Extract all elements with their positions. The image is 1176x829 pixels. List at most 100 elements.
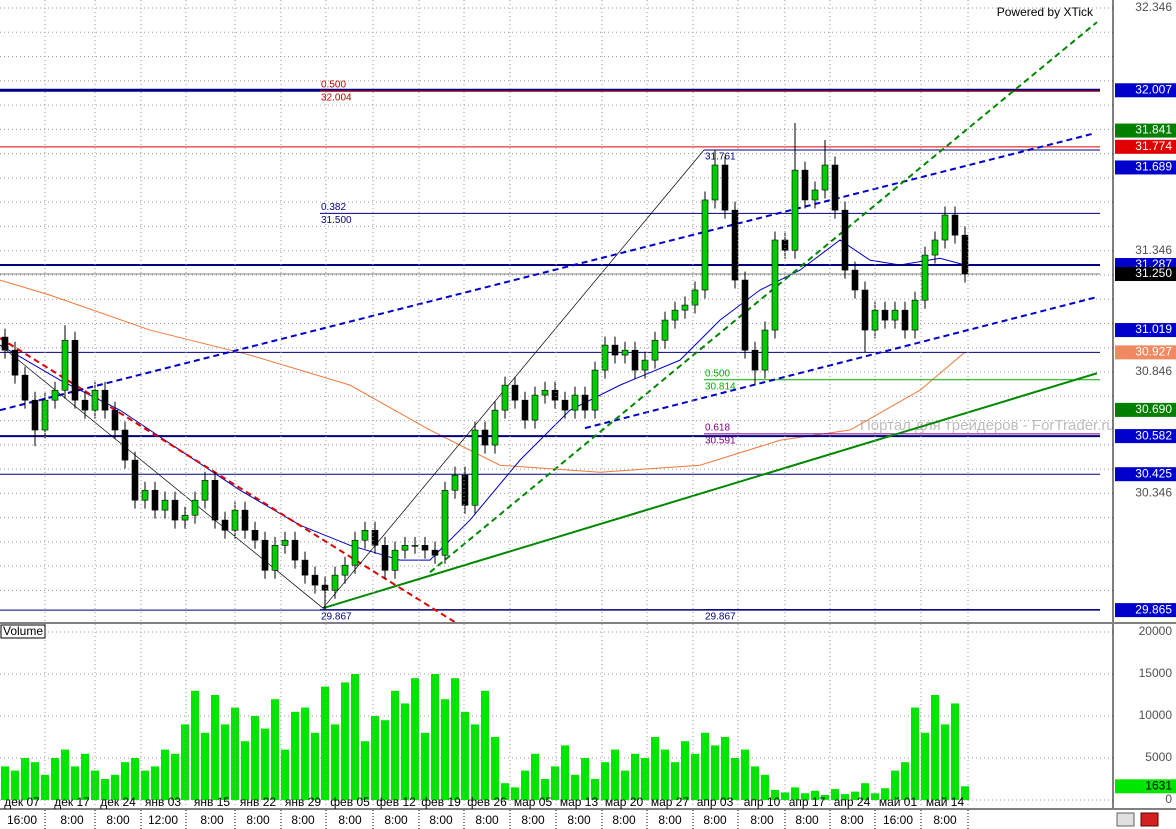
volume-last-box <box>1115 779 1176 794</box>
candle-body <box>901 309 909 331</box>
x-tick-label: мар 20 <box>605 795 644 809</box>
x-time-label: 8:00 <box>567 813 591 827</box>
volume-tick-label: 15000 <box>1139 666 1173 680</box>
volume-bar <box>331 724 339 800</box>
volume-bar <box>551 766 559 800</box>
candle-body <box>931 239 939 256</box>
candle-body <box>711 164 719 201</box>
icon-button[interactable] <box>1116 812 1135 827</box>
candle-body <box>331 574 339 591</box>
volume-bar <box>641 757 649 800</box>
trend-line <box>0 344 324 609</box>
candle-body <box>111 409 119 431</box>
candle-body <box>811 189 819 201</box>
y-tick-label: 30.846 <box>1135 364 1172 378</box>
volume-bar <box>1 766 9 800</box>
candle-body <box>911 299 919 331</box>
candle-body <box>121 429 129 461</box>
candle-body <box>151 489 159 511</box>
candle-body <box>681 304 689 311</box>
volume-bar <box>661 749 669 800</box>
volume-label-box <box>0 624 46 639</box>
volume-bar <box>581 757 589 800</box>
volume-bar <box>351 673 359 800</box>
x-time-label: 8:00 <box>658 813 682 827</box>
candle-body <box>351 539 359 566</box>
x-tick-label: янв 29 <box>285 795 322 809</box>
y-tick-label: 31.346 <box>1135 243 1172 257</box>
volume-bar <box>231 707 239 800</box>
candle-body <box>261 539 269 571</box>
candle-body <box>61 339 69 391</box>
x-tick-label: дек 17 <box>54 795 90 809</box>
volume-bar <box>851 791 859 800</box>
x-time-label: 8:00 <box>795 813 819 827</box>
candle-body <box>341 564 349 576</box>
x-tick-label: мар 13 <box>560 795 599 809</box>
x-time-label: 8:00 <box>429 813 453 827</box>
x-tick-label: дек 24 <box>100 795 136 809</box>
candle-body <box>51 389 59 401</box>
candle-body <box>951 214 959 236</box>
candle-body <box>431 549 439 556</box>
trend-line <box>429 21 1098 574</box>
volume-bar <box>831 789 839 800</box>
price-box <box>1115 345 1176 360</box>
volume-bar <box>81 753 89 800</box>
volume-bar <box>321 686 329 800</box>
icon-button[interactable] <box>1140 812 1159 827</box>
volume-bar <box>381 720 389 800</box>
candle-body <box>701 199 709 291</box>
candle-body <box>821 164 829 191</box>
candle-body <box>611 344 619 356</box>
volume-bar <box>911 707 919 800</box>
volume-bar <box>291 711 299 800</box>
volume-bar <box>401 703 409 800</box>
x-time-label: 8:00 <box>60 813 84 827</box>
volume-last-label: 1631 <box>1145 778 1172 792</box>
price-box <box>1115 467 1176 482</box>
volume-bar <box>391 690 399 800</box>
candle-body <box>631 349 639 371</box>
x-tick-label: май 14 <box>926 795 965 809</box>
candle-body <box>661 319 669 341</box>
volume-bar <box>31 762 39 800</box>
moving-average <box>0 279 966 473</box>
candle-body <box>561 399 569 411</box>
volume-bar <box>731 757 739 800</box>
x-tick-label: апр 24 <box>834 795 871 809</box>
volume-bar <box>931 694 939 800</box>
volume-bar <box>571 774 579 800</box>
x-tick-label: мар 27 <box>651 795 690 809</box>
x-tick-label: янв 15 <box>194 795 231 809</box>
candle-body <box>411 545 419 547</box>
price-box <box>1115 429 1176 444</box>
candle-body <box>371 529 379 546</box>
x-tick-label: апр 03 <box>697 795 734 809</box>
axes: дек 07 16:00 дек 17 8:00 дек 24 8:00 янв 03 12:… <box>4 0 1176 829</box>
candle-body <box>751 349 759 371</box>
volume-bar <box>771 789 779 800</box>
candle-body <box>361 529 369 541</box>
fib-price: 32.004 <box>321 93 352 104</box>
candle-body <box>291 539 299 561</box>
candle-body <box>381 545 389 571</box>
x-tick-label: апр 10 <box>744 795 781 809</box>
price-box <box>1115 266 1176 281</box>
fib-ratio: 0.500 <box>705 368 730 379</box>
volume-bar <box>531 753 539 800</box>
volume-bar <box>121 762 129 800</box>
volume-bar <box>61 749 69 800</box>
volume-bar <box>221 724 229 800</box>
candle-body <box>11 349 19 376</box>
x-time-label: 8:00 <box>612 813 636 827</box>
volume-bar <box>481 690 489 800</box>
fib-ratio: 0.382 <box>321 202 346 213</box>
volume-bar <box>181 724 189 800</box>
volume-bar <box>491 736 499 800</box>
x-tick-label: фев 12 <box>376 795 416 809</box>
volume-bar <box>721 736 729 800</box>
candle-body <box>771 239 779 331</box>
